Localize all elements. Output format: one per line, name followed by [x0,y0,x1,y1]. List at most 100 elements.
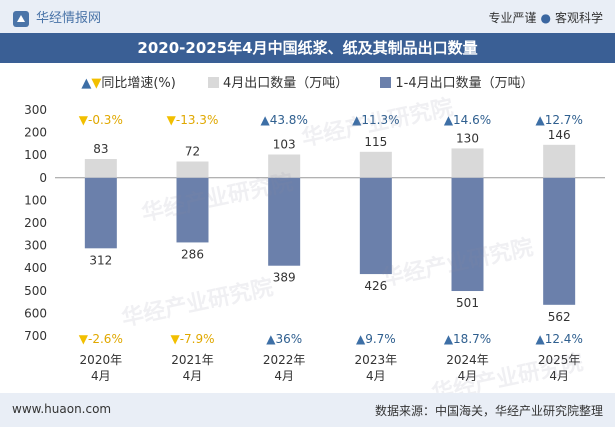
legend-monthly-swatch [207,77,219,88]
monthly-growth-value: 43.8% [270,113,308,127]
x-tick-label: 2024年 4月 [446,353,489,383]
up-triangle-icon: ▲ [535,332,545,346]
monthly-value-label: 83 [93,142,108,156]
footer-site: www.huaon.com [12,402,112,416]
up-triangle-icon: ▲ [352,113,362,127]
cumulative-bar [84,177,117,249]
y-tick-label: 100 [24,193,47,207]
chart: 300200100010020030040050060070083312▼-0.… [24,103,605,383]
monthly-value-label: 103 [273,138,296,152]
x-tick-label: 2023年 4月 [355,353,398,383]
x-tick-label-line: 4月 [549,369,569,383]
cumulative-value-label: 286 [181,247,204,261]
x-tick-label: 2020年 4月 [80,353,123,383]
monthly-bar [268,154,301,178]
x-tick-label-line: 2025年 [538,353,581,367]
monthly-value-label: 72 [185,145,200,159]
down-triangle-icon: ▼ [91,76,102,91]
y-tick-label: 500 [24,284,47,298]
x-tick-label-line: 4月 [458,369,478,383]
x-tick-label-line: 2024年 [446,353,489,367]
cumulative-growth-value: 18.7% [453,332,491,346]
legend-growth-label: 同比增速(%) [101,76,176,91]
down-triangle-icon: ▼ [79,332,89,346]
monthly-bar [84,159,117,178]
legend: ▲▼同比增速(%) 4月出口数量（万吨） 1-4月出口数量（万吨） [0,72,615,92]
tagline-left: 专业严谨 [488,11,537,25]
up-triangle-icon: ▲ [356,332,366,346]
cumulative-value-label: 562 [548,310,571,324]
monthly-bar [543,144,576,178]
x-tick-label: 2025年 4月 [538,353,581,383]
brand: 华经情报网 [12,7,101,28]
cumulative-bar [451,177,484,292]
up-triangle-icon: ▲ [266,332,276,346]
x-tick-label-line: 2021年 [171,353,214,367]
x-tick-label-line: 4月 [91,369,111,383]
up-triangle-icon: ▲ [444,332,454,346]
x-tick-label: 2022年 4月 [263,353,306,383]
cumulative-growth-label: ▼-7.9% [170,332,214,346]
cumulative-growth-value: -2.6% [88,332,123,346]
legend-growth: ▲▼同比增速(%) [81,72,176,91]
x-tick-label-line: 2020年 [80,353,123,367]
top-bar: 华经情报网 专业严谨 ● 客观科学 [0,0,615,33]
monthly-growth-value: -0.3% [88,113,123,127]
monthly-growth-label: ▲12.7% [535,113,582,127]
monthly-growth-value: 12.7% [545,113,583,127]
x-tick-label: 2021年 4月 [171,353,214,383]
x-tick-label-line: 4月 [274,369,294,383]
y-tick-label: 200 [24,126,47,140]
brand-logo-icon [13,10,29,27]
monthly-growth-label: ▲43.8% [260,113,307,127]
legend-cumulative-swatch [380,77,392,88]
cumulative-bar [176,177,209,243]
tagline: 专业严谨 ● 客观科学 [488,9,603,26]
y-tick-label: 100 [24,148,47,162]
tagline-right: 客观科学 [554,11,603,25]
legend-cumulative: 1-4月出口数量（万吨） [380,72,534,91]
cumulative-growth-label: ▲18.7% [444,332,491,346]
cumulative-growth-value: 9.7% [365,332,396,346]
cumulative-value-label: 312 [89,253,112,267]
y-tick-label: 0 [39,171,47,185]
monthly-bar [359,151,392,178]
y-tick-label: 300 [24,103,47,117]
monthly-value-label: 115 [364,135,387,149]
monthly-growth-value: 11.3% [361,113,399,127]
cumulative-bar [543,177,576,305]
cumulative-bar [268,177,301,266]
bullet-icon: ● [540,11,551,25]
cumulative-growth-value: 12.4% [545,332,583,346]
y-tick-label: 200 [24,216,47,230]
x-tick-label-line: 4月 [183,369,203,383]
monthly-growth-label: ▲14.6% [444,113,491,127]
x-tick-label-line: 4月 [366,369,386,383]
cumulative-value-label: 389 [273,271,296,285]
legend-monthly: 4月出口数量（万吨） [207,72,348,91]
cumulative-growth-label: ▼-2.6% [79,332,123,346]
monthly-growth-value: -13.3% [176,113,218,127]
x-tick-label-line: 2022年 [263,353,306,367]
up-triangle-icon: ▲ [535,113,545,127]
cumulative-value-label: 426 [364,279,387,293]
monthly-growth-label: ▲11.3% [352,113,399,127]
down-triangle-icon: ▼ [79,113,89,127]
y-tick-label: 300 [24,239,47,253]
y-tick-label: 700 [24,329,47,343]
x-tick-label-line: 2023年 [355,353,398,367]
cumulative-growth-value: -7.9% [180,332,215,346]
down-triangle-icon: ▼ [170,332,180,346]
y-tick-label: 600 [24,306,47,320]
cumulative-growth-label: ▲36% [266,332,302,346]
down-triangle-icon: ▼ [167,113,177,127]
cumulative-growth-label: ▲12.4% [535,332,582,346]
chart-title: 2020-2025年4月中国纸浆、纸及其制品出口数量 [0,33,615,63]
monthly-value-label: 146 [548,128,571,142]
footer-source: 数据来源：中国海关，华经产业研究院整理 [374,404,603,418]
legend-cumulative-label: 1-4月出口数量（万吨） [395,76,534,91]
cumulative-value-label: 501 [456,296,479,310]
y-tick-label: 400 [24,261,47,275]
up-triangle-icon: ▲ [444,113,454,127]
monthly-growth-label: ▼-0.3% [79,113,123,127]
